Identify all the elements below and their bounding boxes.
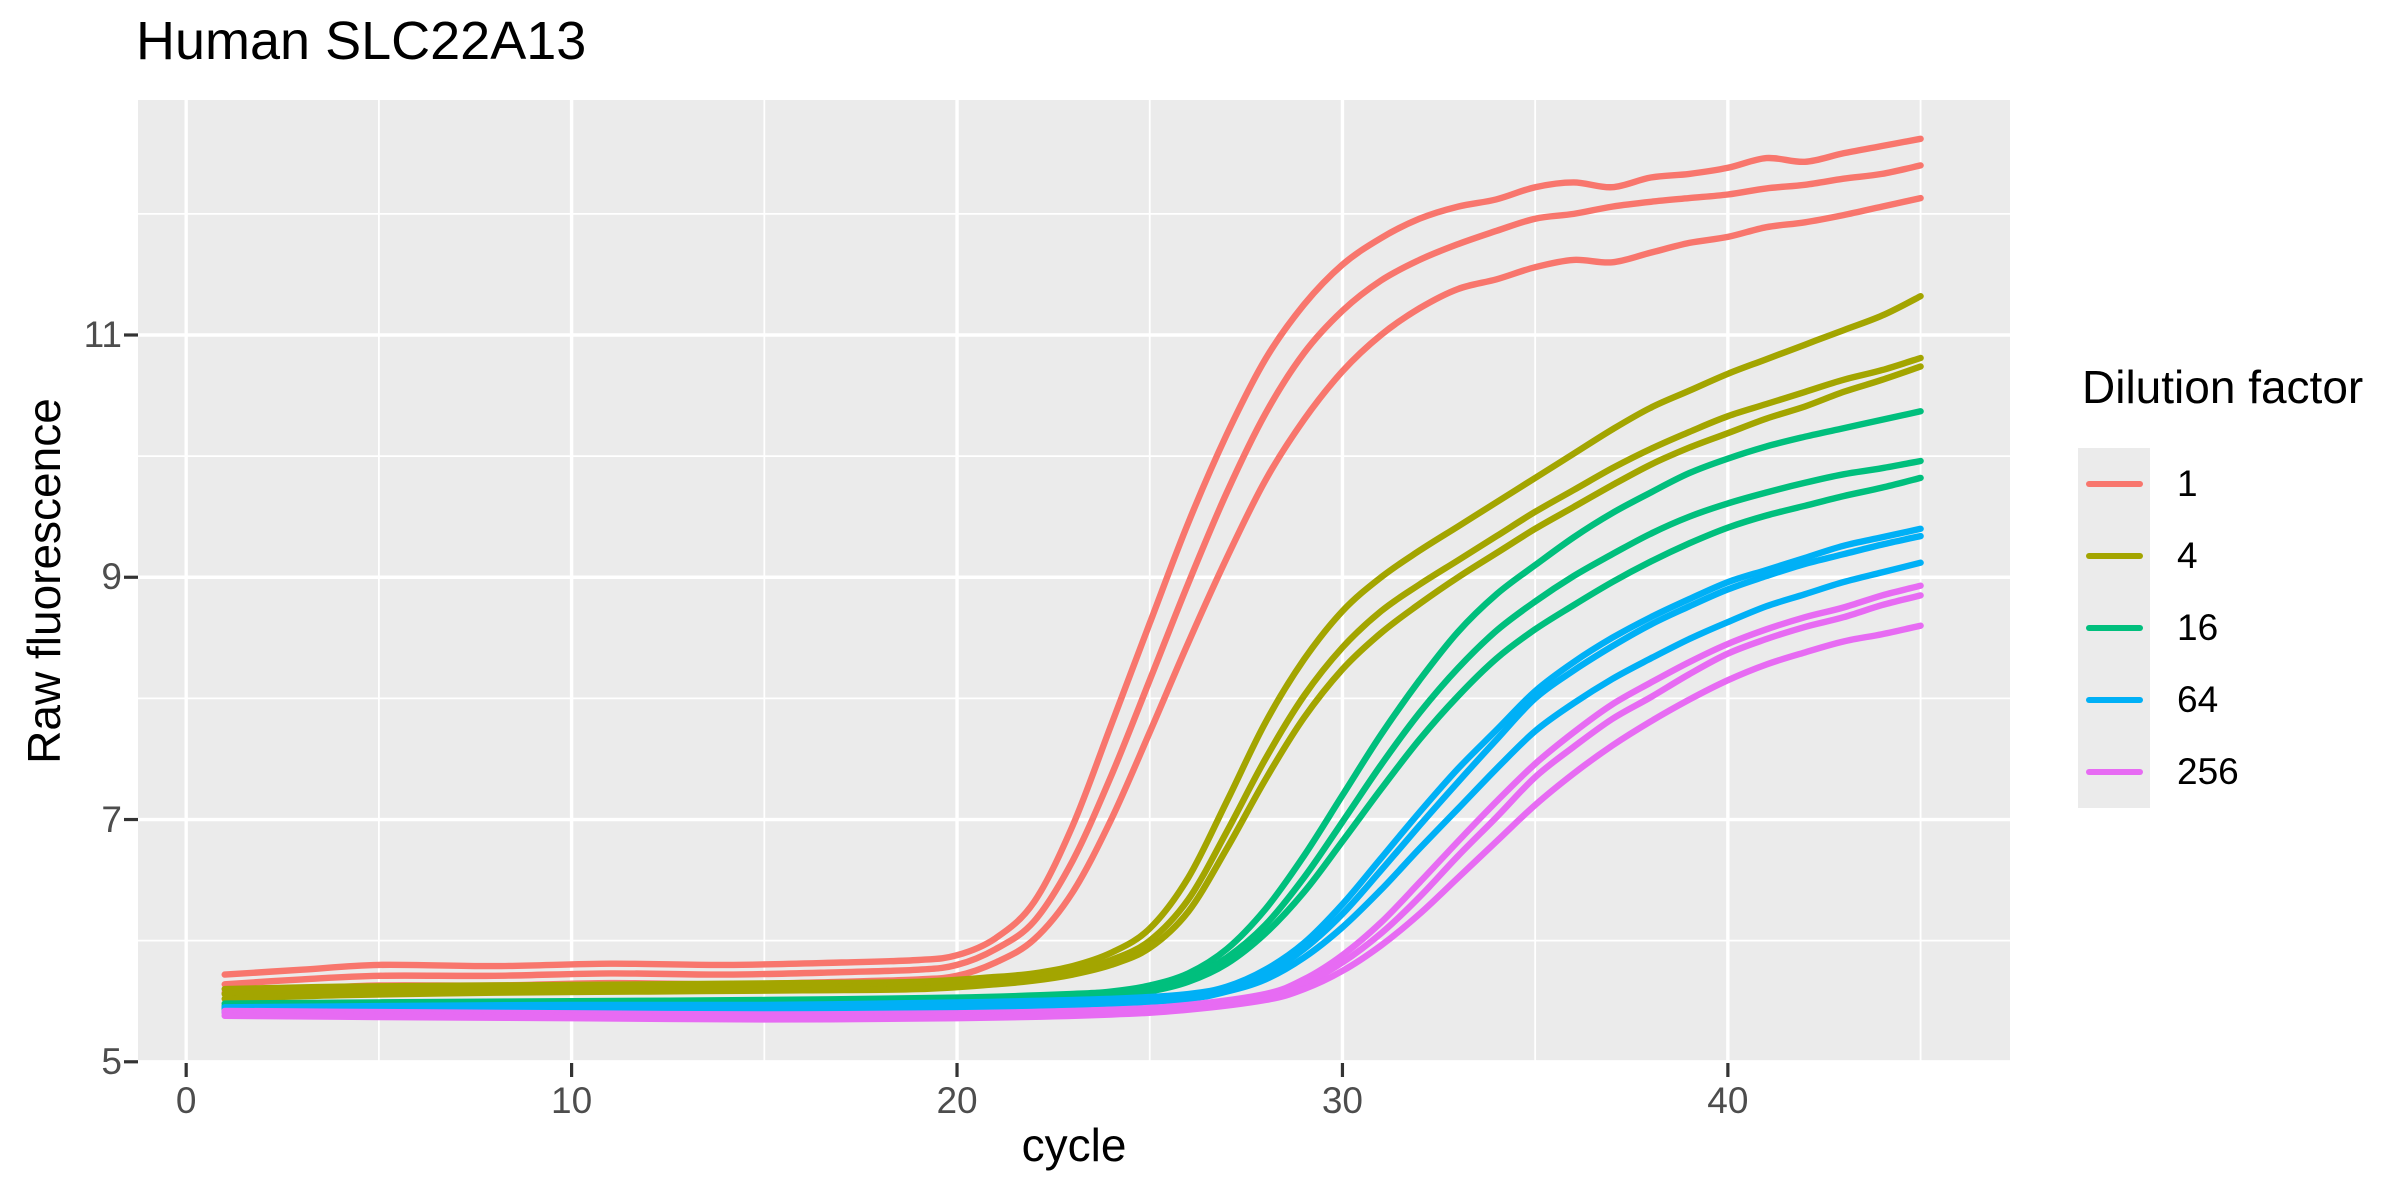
y-tick-label-9: 9 [101,556,122,598]
plot-panel [138,100,2010,1063]
legend: Dilution factor 1 4 16 64 256 [2078,360,2363,808]
legend-key-line-icon [2086,697,2143,703]
legend-label: 1 [2177,463,2198,504]
legend-item-16: 16 [2078,592,2363,664]
y-tick-label-11: 11 [83,313,122,355]
x-axis-title: cycle [1021,1119,1127,1171]
series-line-dilution-1 [221,162,1924,988]
x-tick-label-10: 10 [551,1080,593,1121]
legend-key-line-icon [2086,625,2143,631]
legend-items: 1 4 16 64 256 [2078,448,2363,808]
legend-label: 64 [2177,679,2219,720]
legend-key-swatch [2078,448,2150,520]
series-line-dilution-64 [221,559,1924,1016]
legend-label: 4 [2177,535,2198,576]
legend-title: Dilution factor [2082,361,2364,413]
y-tick-label-5: 5 [101,1040,122,1082]
legend-item-64: 64 [2078,664,2363,736]
legend-key-swatch [2078,664,2150,736]
x-tick-label-30: 30 [1321,1080,1364,1121]
plot-title: Human SLC22A13 [136,11,587,71]
legend-key-line-icon [2086,769,2143,775]
legend-key-swatch [2078,592,2150,664]
x-tick-label-20: 20 [936,1080,978,1121]
x-tick-label-40: 40 [1707,1080,1749,1121]
legend-key-swatch [2078,736,2150,808]
legend-label: 16 [2177,607,2219,648]
x-tick-label-0: 0 [175,1080,197,1121]
series-line-dilution-4 [221,363,1924,1002]
legend-item-256: 256 [2078,736,2363,808]
legend-item-4: 4 [2078,520,2363,592]
series-line-dilution-256 [221,622,1924,1023]
legend-key-line-icon [2086,481,2143,487]
legend-key-swatch [2078,520,2150,592]
legend-label: 256 [2177,751,2239,792]
legend-item-1: 1 [2078,448,2363,520]
series-line-dilution-4 [221,293,1924,993]
series-line-dilution-1 [221,135,1924,978]
y-tick-label-7: 7 [101,798,122,840]
legend-key-line-icon [2086,553,2143,559]
series-line-dilution-4 [221,354,1924,998]
